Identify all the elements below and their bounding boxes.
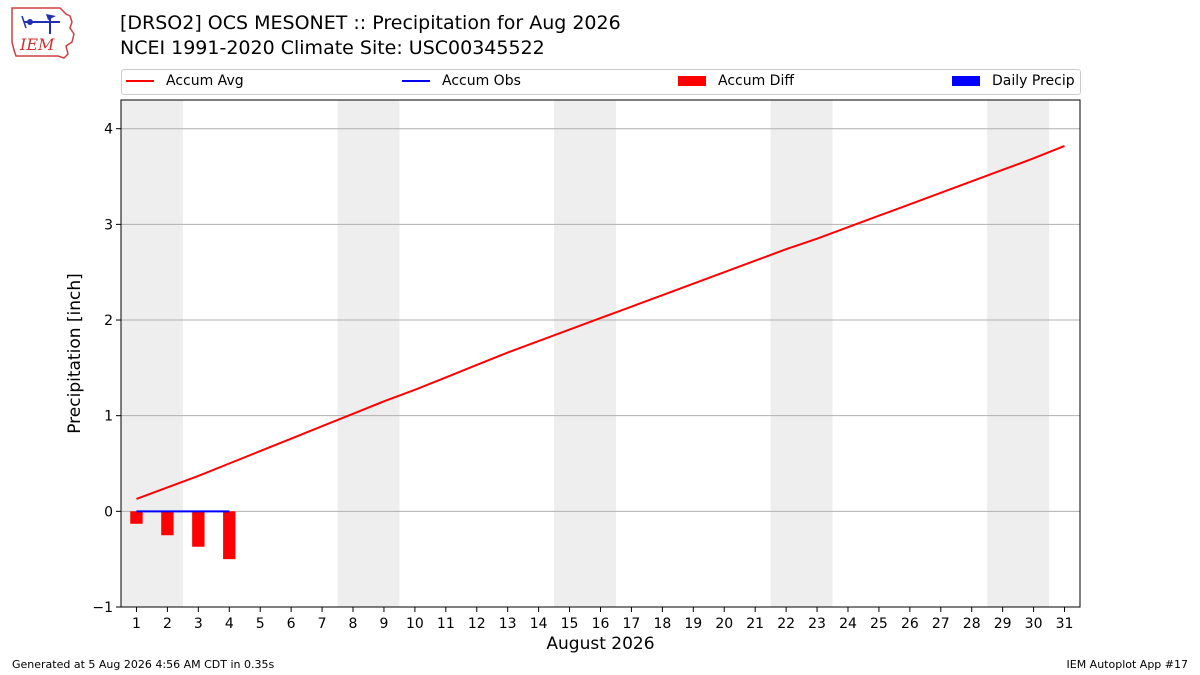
x-tick-label: 10 xyxy=(406,616,424,632)
weekend-band xyxy=(987,100,1050,607)
weekend-band xyxy=(554,100,616,607)
chart-subtitle: NCEI 1991-2020 Climate Site: USC00345522 xyxy=(120,37,545,59)
legend-swatch-daily-precip xyxy=(952,76,980,86)
x-tick-label: 3 xyxy=(194,616,203,632)
x-tick-label: 5 xyxy=(256,616,265,632)
y-tick-label: −1 xyxy=(92,600,113,616)
x-tick-label: 8 xyxy=(349,616,358,632)
weekend-band xyxy=(121,100,183,607)
y-tick-label: 0 xyxy=(104,504,113,520)
legend-label-daily-precip: Daily Precip xyxy=(992,73,1075,89)
chart-title: [DRSO2] OCS MESONET :: Precipitation for… xyxy=(120,12,621,34)
bar-accum-diff xyxy=(161,511,174,536)
x-tick-label: 21 xyxy=(746,616,764,632)
x-tick-label: 9 xyxy=(379,616,388,632)
y-tick-label: 2 xyxy=(104,313,113,329)
y-tick-label: 3 xyxy=(104,217,113,233)
x-tick-label: 19 xyxy=(684,616,702,632)
weekend-band xyxy=(770,100,833,607)
bar-accum-diff xyxy=(130,511,143,524)
logo-text: IEM xyxy=(19,35,55,54)
legend-item-accum-diff: Accum Diff xyxy=(678,73,794,89)
x-tick-label: 15 xyxy=(561,616,579,632)
legend-item-accum-obs: Accum Obs xyxy=(402,73,521,89)
series-line-accum-avg xyxy=(136,144,1065,500)
legend-swatch-accum-obs xyxy=(402,80,430,82)
x-tick-label: 6 xyxy=(287,616,296,632)
x-tick-label: 12 xyxy=(468,616,486,632)
x-tick-label: 1 xyxy=(132,616,141,632)
x-tick-label: 18 xyxy=(653,616,671,632)
legend-item-accum-avg: Accum Avg xyxy=(126,73,244,89)
x-tick-label: 27 xyxy=(932,616,950,632)
legend-label-accum-obs: Accum Obs xyxy=(442,73,521,89)
iem-logo: IEM xyxy=(11,7,75,59)
x-tick-label: 26 xyxy=(901,616,919,632)
legend-item-daily-precip: Daily Precip xyxy=(952,73,1075,89)
x-tick-label: 29 xyxy=(994,616,1012,632)
x-tick-label: 2 xyxy=(163,616,172,632)
y-tick-label: 1 xyxy=(104,409,113,425)
bar-accum-diff xyxy=(223,511,236,560)
x-tick-label: 24 xyxy=(839,616,857,632)
x-tick-label: 16 xyxy=(592,616,610,632)
x-tick-label: 11 xyxy=(437,616,455,632)
app-footer: IEM Autoplot App #17 xyxy=(1066,658,1189,671)
legend-swatch-accum-avg xyxy=(126,80,154,82)
x-tick-label: 13 xyxy=(499,616,517,632)
legend-swatch-accum-diff xyxy=(678,76,706,86)
y-axis-label: Precipitation [inch] xyxy=(65,273,85,434)
x-tick-label: 25 xyxy=(870,616,888,632)
x-tick-label: 17 xyxy=(623,616,641,632)
generated-footer: Generated at 5 Aug 2026 4:56 AM CDT in 0… xyxy=(12,658,275,671)
x-tick-label: 22 xyxy=(777,616,795,632)
y-tick-label: 4 xyxy=(104,122,113,138)
x-axis-label: August 2026 xyxy=(546,634,654,654)
x-tick-label: 20 xyxy=(715,616,733,632)
legend-label-accum-avg: Accum Avg xyxy=(166,73,244,89)
x-tick-label: 23 xyxy=(808,616,826,632)
weekend-band xyxy=(337,100,400,607)
legend: Accum Avg Accum Obs Accum Diff Daily Pre… xyxy=(121,69,1081,95)
x-tick-label: 30 xyxy=(1025,616,1043,632)
x-tick-label: 31 xyxy=(1056,616,1074,632)
x-tick-label: 28 xyxy=(963,616,981,632)
x-tick-label: 7 xyxy=(318,616,327,632)
x-tick-label: 14 xyxy=(530,616,548,632)
x-tick-label: 4 xyxy=(225,616,234,632)
bar-accum-diff xyxy=(192,511,205,547)
legend-label-accum-diff: Accum Diff xyxy=(718,73,795,89)
